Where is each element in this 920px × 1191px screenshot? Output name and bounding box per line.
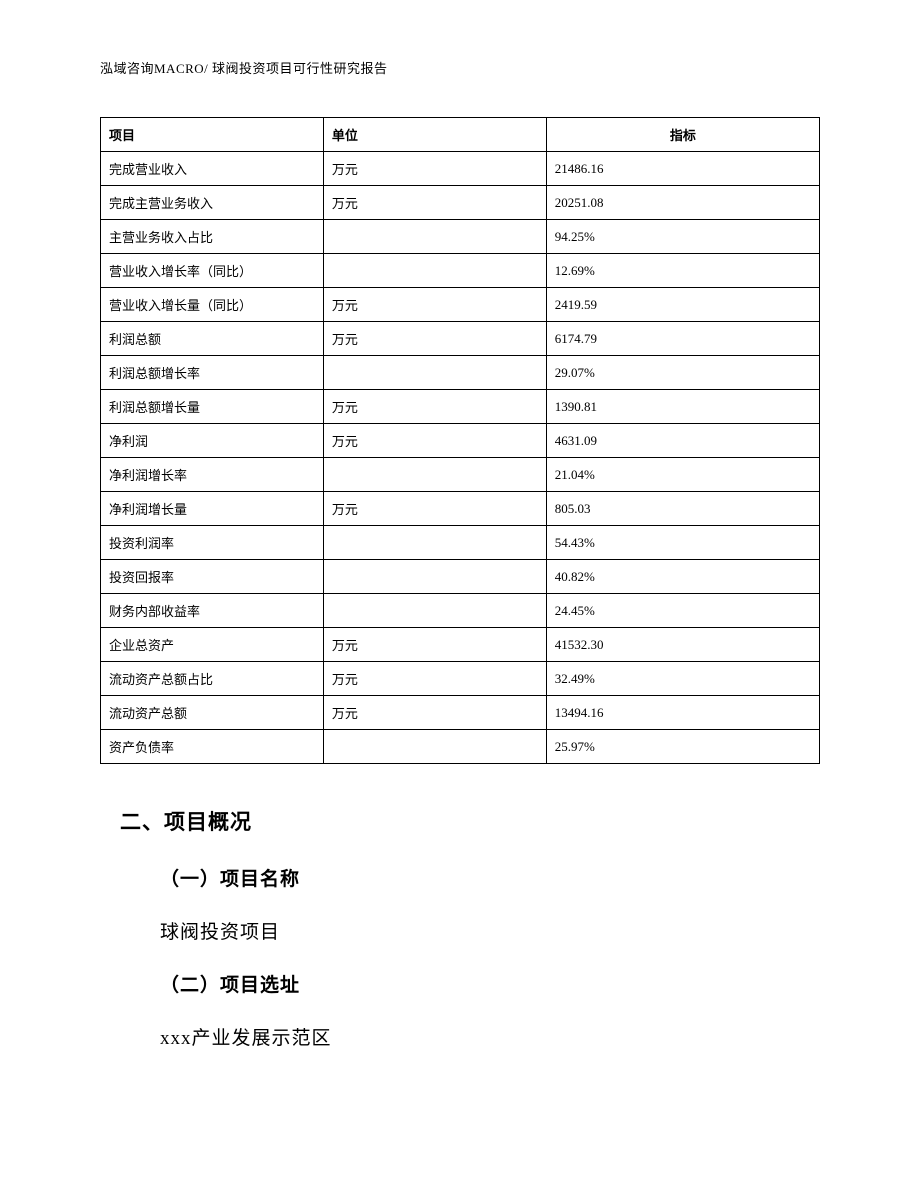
cell-value: 805.03 [546,492,819,526]
sub-heading-1: （一）项目名称 [160,864,820,891]
cell-value: 6174.79 [546,322,819,356]
cell-value: 1390.81 [546,390,819,424]
cell-unit [323,526,546,560]
table-row: 净利润增长率 21.04% [101,458,820,492]
cell-unit: 万元 [323,152,546,186]
cell-unit [323,594,546,628]
table-row: 营业收入增长率（同比） 12.69% [101,254,820,288]
cell-value: 94.25% [546,220,819,254]
cell-unit: 万元 [323,492,546,526]
table-row: 完成营业收入 万元 21486.16 [101,152,820,186]
table-row: 流动资产总额 万元 13494.16 [101,696,820,730]
cell-value: 21486.16 [546,152,819,186]
cell-item: 净利润增长率 [101,458,324,492]
cell-unit: 万元 [323,628,546,662]
table-header-row: 项目 单位 指标 [101,118,820,152]
cell-value: 25.97% [546,730,819,764]
col-header-value: 指标 [546,118,819,152]
cell-unit [323,458,546,492]
cell-item: 流动资产总额 [101,696,324,730]
table-row: 利润总额增长率 29.07% [101,356,820,390]
page-header: 泓域咨询MACRO/ 球阀投资项目可行性研究报告 [100,58,820,77]
cell-item: 投资回报率 [101,560,324,594]
sub-heading-2: （二）项目选址 [160,970,820,997]
table-row: 利润总额增长量 万元 1390.81 [101,390,820,424]
table-row: 投资利润率 54.43% [101,526,820,560]
cell-unit: 万元 [323,288,546,322]
table-row: 净利润增长量 万元 805.03 [101,492,820,526]
cell-unit: 万元 [323,662,546,696]
cell-item: 营业收入增长率（同比） [101,254,324,288]
cell-item: 净利润增长量 [101,492,324,526]
table-row: 投资回报率 40.82% [101,560,820,594]
cell-unit: 万元 [323,390,546,424]
table-row: 主营业务收入占比 94.25% [101,220,820,254]
page-container: 泓域咨询MACRO/ 球阀投资项目可行性研究报告 项目 单位 指标 完成营业收入… [0,0,920,1050]
indicators-table: 项目 单位 指标 完成营业收入 万元 21486.16 完成主营业务收入 万元 … [100,117,820,764]
table-row: 资产负债率 25.97% [101,730,820,764]
cell-item: 流动资产总额占比 [101,662,324,696]
cell-item: 主营业务收入占比 [101,220,324,254]
cell-value: 24.45% [546,594,819,628]
cell-value: 40.82% [546,560,819,594]
body-text-2: xxx产业发展示范区 [160,1023,820,1050]
cell-item: 净利润 [101,424,324,458]
cell-unit [323,730,546,764]
cell-unit [323,356,546,390]
cell-value: 2419.59 [546,288,819,322]
cell-item: 资产负债率 [101,730,324,764]
table-row: 财务内部收益率 24.45% [101,594,820,628]
cell-unit: 万元 [323,424,546,458]
cell-item: 财务内部收益率 [101,594,324,628]
table-row: 净利润 万元 4631.09 [101,424,820,458]
cell-unit: 万元 [323,696,546,730]
cell-unit [323,254,546,288]
col-header-unit: 单位 [323,118,546,152]
cell-unit: 万元 [323,322,546,356]
cell-item: 利润总额增长率 [101,356,324,390]
table-row: 营业收入增长量（同比） 万元 2419.59 [101,288,820,322]
cell-item: 完成营业收入 [101,152,324,186]
table-row: 利润总额 万元 6174.79 [101,322,820,356]
cell-item: 营业收入增长量（同比） [101,288,324,322]
table-row: 完成主营业务收入 万元 20251.08 [101,186,820,220]
cell-value: 54.43% [546,526,819,560]
cell-value: 32.49% [546,662,819,696]
section-heading-2: 二、项目概况 [120,806,820,836]
cell-item: 完成主营业务收入 [101,186,324,220]
col-header-item: 项目 [101,118,324,152]
cell-unit [323,220,546,254]
body-text-1: 球阀投资项目 [160,917,820,944]
cell-value: 4631.09 [546,424,819,458]
cell-value: 12.69% [546,254,819,288]
table-row: 企业总资产 万元 41532.30 [101,628,820,662]
table-row: 流动资产总额占比 万元 32.49% [101,662,820,696]
cell-unit: 万元 [323,186,546,220]
cell-item: 利润总额 [101,322,324,356]
cell-unit [323,560,546,594]
cell-value: 20251.08 [546,186,819,220]
cell-value: 21.04% [546,458,819,492]
cell-item: 投资利润率 [101,526,324,560]
cell-value: 29.07% [546,356,819,390]
cell-item: 利润总额增长量 [101,390,324,424]
cell-item: 企业总资产 [101,628,324,662]
cell-value: 41532.30 [546,628,819,662]
cell-value: 13494.16 [546,696,819,730]
